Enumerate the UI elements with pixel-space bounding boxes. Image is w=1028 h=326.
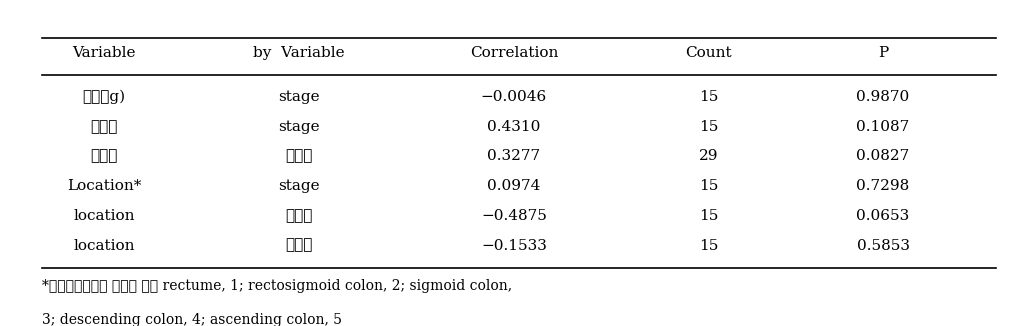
Text: 0.7298: 0.7298 xyxy=(856,179,910,193)
Text: location: location xyxy=(73,209,135,223)
Text: 15: 15 xyxy=(699,209,719,223)
Text: 0.1087: 0.1087 xyxy=(856,120,910,134)
Text: stage: stage xyxy=(278,120,320,134)
Text: 0.0653: 0.0653 xyxy=(856,209,910,223)
Text: 가공육: 가공육 xyxy=(90,150,117,163)
Text: *직장으로부터의 거리에 따라 rectume, 1; rectosigmoid colon, 2; sigmoid colon,: *직장으로부터의 거리에 따라 rectume, 1; rectosigmoid… xyxy=(42,279,513,293)
Text: by  Variable: by Variable xyxy=(253,46,344,60)
Text: 0.0827: 0.0827 xyxy=(856,150,910,163)
Text: 0.5853: 0.5853 xyxy=(856,239,910,253)
Text: P: P xyxy=(878,46,888,60)
Text: Count: Count xyxy=(686,46,732,60)
Text: 0.3277: 0.3277 xyxy=(487,150,541,163)
Text: 29: 29 xyxy=(699,150,719,163)
Text: −0.4875: −0.4875 xyxy=(481,209,547,223)
Text: 15: 15 xyxy=(699,120,719,134)
Text: Correlation: Correlation xyxy=(470,46,558,60)
Text: Location*: Location* xyxy=(67,179,141,193)
Text: location: location xyxy=(73,239,135,253)
Text: 0.9870: 0.9870 xyxy=(856,90,910,104)
Text: 0.0974: 0.0974 xyxy=(487,179,541,193)
Text: −0.0046: −0.0046 xyxy=(481,90,547,104)
Text: 0.4310: 0.4310 xyxy=(487,120,541,134)
Text: stage: stage xyxy=(278,179,320,193)
Text: 가공육: 가공육 xyxy=(285,239,313,253)
Text: Variable: Variable xyxy=(72,46,136,60)
Text: 가공국: 가공국 xyxy=(90,120,117,134)
Text: −0.1533: −0.1533 xyxy=(481,239,547,253)
Text: 15: 15 xyxy=(699,90,719,104)
Text: 15: 15 xyxy=(699,179,719,193)
Text: 적색육g): 적색육g) xyxy=(82,90,125,104)
Text: 3; descending colon, 4; ascending colon, 5: 3; descending colon, 4; ascending colon,… xyxy=(42,313,342,326)
Text: 적새육: 적새육 xyxy=(285,209,313,223)
Text: 15: 15 xyxy=(699,239,719,253)
Text: stage: stage xyxy=(278,90,320,104)
Text: 적새육: 적새육 xyxy=(285,150,313,163)
